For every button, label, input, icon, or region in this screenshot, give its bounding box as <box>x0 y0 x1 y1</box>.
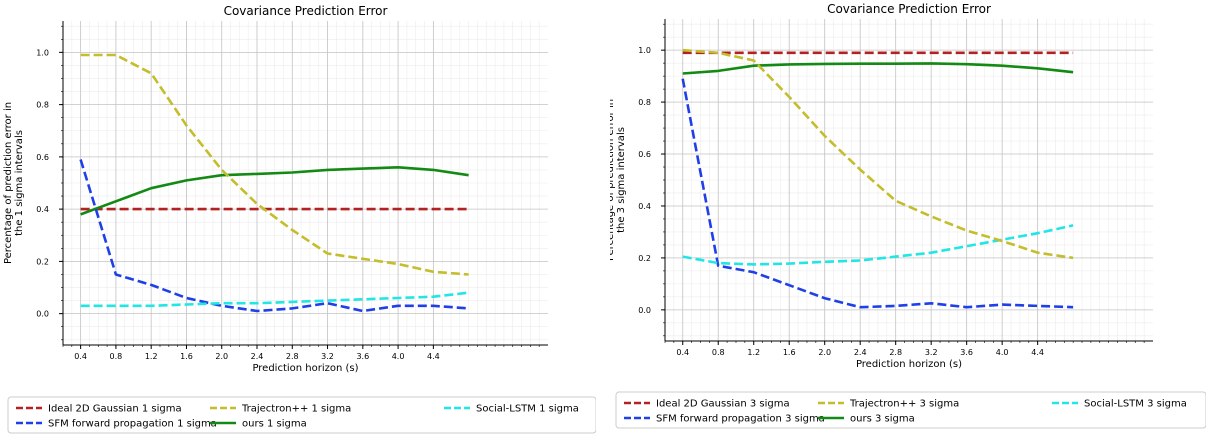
chart-left: 0.4 0.8 1.2 1.6 2.0 2.4 2.8 3.2 3.6 4.0 4.4 0.0 0.2 0… <box>3 4 596 434</box>
x-tick-label: 2.8 <box>889 348 902 357</box>
y-tick-label: 1.0 <box>36 48 49 57</box>
x-tick-label: 2.0 <box>215 352 228 361</box>
y-axis-label-line-1: Percentage of prediction error in <box>610 99 616 261</box>
y-tick-label: 0.6 <box>36 153 49 162</box>
x-tick-label: 2.0 <box>818 348 831 357</box>
x-tick-label: 4.0 <box>392 352 405 361</box>
series-line-4 <box>80 53 469 276</box>
legend-label: Social-LSTM 3 sigma <box>1084 399 1187 410</box>
y-tick-label: 0.4 <box>638 202 651 211</box>
y-tick-label: 0.0 <box>638 306 651 315</box>
legend-label: Trajectron++ 3 sigma <box>849 399 959 410</box>
y-tick-label: 0.2 <box>36 257 49 266</box>
series-line-4 <box>682 48 1074 260</box>
legend-label: ours 1 sigma <box>242 419 307 430</box>
y-axis-label-line-1: Percentage of prediction error in <box>3 102 14 264</box>
series-line-1 <box>682 62 1074 75</box>
chart-title: Covariance Prediction Error <box>827 2 991 16</box>
y-tick-label: 0.4 <box>36 205 49 214</box>
y-tick-label: 0.8 <box>638 98 651 107</box>
series-line-2 <box>79 159 469 313</box>
chart-title: Covariance Prediction Error <box>224 4 388 18</box>
y-tick-label: 0.6 <box>638 150 651 159</box>
legend-box <box>615 391 1206 429</box>
minor-grid <box>62 21 548 345</box>
x-tick-label: 3.2 <box>321 352 334 361</box>
y-tick-label: 1.0 <box>638 46 651 55</box>
x-tick-label: 4.4 <box>427 352 440 361</box>
y-tick-label: 0.8 <box>36 101 49 110</box>
legend-label: SFM forward propagation 3 sigma <box>656 414 825 425</box>
chart-right: 0.4 0.8 1.2 1.6 2.0 2.4 2.8 3.2 3.6 4.0 4.4 0.0 0.2 0… <box>610 2 1206 429</box>
y-tick-label: 0.0 <box>36 310 49 319</box>
x-tick-label: 3.2 <box>925 348 938 357</box>
series-line-3 <box>682 224 1074 266</box>
legend-label: ours 3 sigma <box>850 414 915 425</box>
x-tick-label: 3.6 <box>960 348 973 357</box>
legend-label: Social-LSTM 1 sigma <box>476 404 579 415</box>
x-axis-label: Prediction horizon (s) <box>252 363 358 374</box>
y-axis-label-line-2: the 3 sigma intervals <box>616 127 627 233</box>
legend-label: Trajectron++ 1 sigma <box>241 404 351 415</box>
legend-label: SFM forward propagation 1 sigma <box>48 419 217 430</box>
x-tick-label: 0.4 <box>74 352 87 361</box>
legend-label: Ideal 2D Gaussian 3 sigma <box>656 399 790 410</box>
x-tick-label: 2.8 <box>286 352 299 361</box>
x-tick-label: 3.6 <box>356 352 369 361</box>
x-tick-label: 4.4 <box>1031 348 1044 357</box>
x-tick-label: 2.4 <box>854 348 867 357</box>
x-tick-label: 0.8 <box>712 348 725 357</box>
major-grid <box>665 19 1153 341</box>
series-line-1 <box>80 166 469 216</box>
x-tick-label: 4.0 <box>996 348 1009 357</box>
x-tick-label: 1.6 <box>783 348 796 357</box>
x-tick-label: 1.6 <box>180 352 193 361</box>
x-tick-label: 0.8 <box>110 352 123 361</box>
x-tick-label: 1.2 <box>747 348 760 357</box>
x-axis-label: Prediction horizon (s) <box>856 359 962 370</box>
y-axis-label-line-2: the 1 sigma intervals <box>14 130 25 236</box>
legend-label: Ideal 2D Gaussian 1 sigma <box>48 404 182 415</box>
series-line-2 <box>681 78 1074 309</box>
x-tick-label: 2.4 <box>251 352 264 361</box>
x-tick-label: 1.2 <box>145 352 158 361</box>
x-tick-label: 0.4 <box>676 348 689 357</box>
y-tick-label: 0.2 <box>638 254 651 263</box>
legend-box <box>7 396 596 434</box>
